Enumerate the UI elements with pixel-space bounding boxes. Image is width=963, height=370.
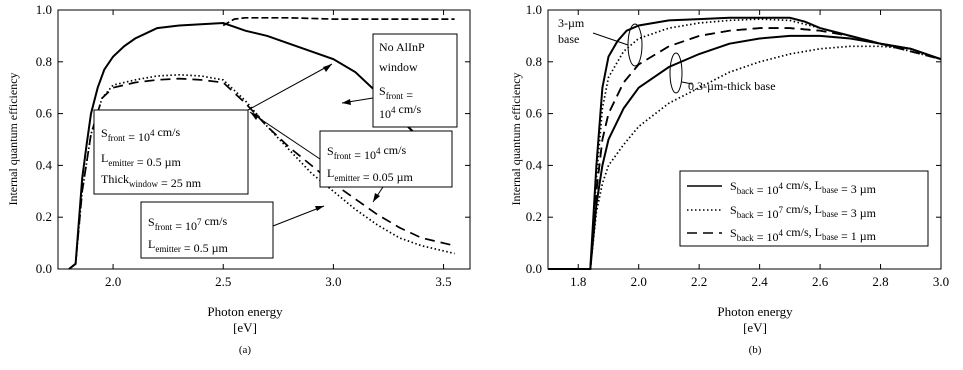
- arrow: [247, 63, 333, 111]
- legend-text: Sback = 104 cm/s, Lbase = 3 µm: [730, 178, 877, 197]
- series-line-solid: [589, 34, 942, 270]
- y-tick-label: 0.0: [36, 261, 52, 276]
- annotation-line: Sfront = 104 cm/s: [101, 125, 180, 144]
- y-tick-label: 0.2: [36, 209, 52, 224]
- arrow-head: [323, 64, 332, 72]
- x-tick-label: 2.8: [872, 274, 888, 289]
- x-tick-label: 2.0: [631, 274, 647, 289]
- x-tick-label: 1.8: [570, 274, 586, 289]
- y-tick-label: 1.0: [36, 2, 52, 17]
- panel-a-ylabel: Internal quantum efficiency: [6, 72, 20, 205]
- annotation-line: Thickwindow = 25 nm: [101, 172, 202, 190]
- arrow-head: [373, 193, 380, 202]
- annotation-line: Lemitter = 0.05 µm: [327, 166, 414, 184]
- annotation-line: Sfront = 104 cm/s: [327, 143, 406, 162]
- series-line-longdash: [589, 27, 942, 270]
- annotation-high-sfront: Sfront = 107 cm/s Lemitter = 0.5 µm: [140, 201, 274, 259]
- arrow-head: [342, 99, 351, 105]
- plot-panel-b: 1.8 2.0 2.2 2.4 2.6 2.8 3.0 0.0 0.2 0.4 0.6 0.8 1.0: [526, 2, 949, 289]
- series-line-dashed: [222, 16, 455, 27]
- annotation-thin-emitter: Sfront = 104 cm/s Lemitter = 0.05 µm: [319, 130, 453, 188]
- annotation-line: Sfront =: [379, 84, 413, 102]
- panel-b-ylabel: Internal quantum efficiency: [509, 72, 523, 205]
- annotation-arrows: [247, 63, 384, 227]
- annotation-box: [372, 33, 458, 128]
- annotation-ellipse-thin: [669, 52, 683, 94]
- x-tick-label: 3.0: [933, 274, 949, 289]
- annotation-line: 104 cm/s: [379, 102, 421, 121]
- y-tick-label: 0.2: [526, 209, 542, 224]
- panel-b-xlabel: Photon energy: [717, 304, 793, 319]
- y-tick-label: 0.6: [36, 106, 53, 121]
- series-line-dotted: [68, 73, 455, 270]
- y-tick-label: 0.8: [36, 54, 52, 69]
- plot-frame: [57, 9, 471, 270]
- arrow: [272, 205, 325, 227]
- annotation-line: No AlInP: [379, 40, 425, 54]
- legend-text: Sback = 104 cm/s, Lbase = 1 µm: [730, 225, 877, 244]
- annotation-line: Lemitter = 0.5 µm: [148, 237, 229, 255]
- y-tick-label: 0.0: [526, 261, 542, 276]
- panel-a-label: (a): [239, 344, 252, 356]
- x-tick-label: 3.5: [435, 274, 451, 289]
- y-tick-label: 0.6: [526, 106, 543, 121]
- arrow: [249, 111, 321, 160]
- annotation-3um-base: 3-µm: [558, 16, 585, 30]
- x-tick-label: 2.2: [691, 274, 707, 289]
- annotation-3um-base-2: base: [558, 32, 579, 46]
- annotation-ellipse-3um: [627, 23, 643, 67]
- y-tick-label: 0.4: [36, 157, 53, 172]
- series-line-dotted: [589, 18, 942, 270]
- annotation-leader: [592, 32, 629, 46]
- x-tick-label: 2.4: [751, 274, 768, 289]
- annotation-line: Sfront = 107 cm/s: [148, 214, 227, 233]
- panel-a-xlabel: Photon energy: [207, 304, 283, 319]
- annotation-line: window: [379, 60, 418, 74]
- annotation-line: Lemitter = 0.5 µm: [101, 151, 182, 169]
- arrow-head: [315, 206, 324, 211]
- y-tick-label: 0.4: [526, 157, 543, 172]
- annotation-box: [93, 109, 249, 195]
- legend: Sback = 104 cm/s, Lbase = 3 µm Sback = 1…: [679, 170, 929, 247]
- plot-panel-a: 2.0 2.5 3.0 3.5 0.0 0.2 0.4 0.6 0.8 1.0: [36, 2, 471, 289]
- y-tick-label: 1.0: [526, 2, 542, 17]
- arrow-heads: [250, 64, 380, 211]
- annotation-no-window: No AlInP window Sfront = 104 cm/s: [372, 33, 458, 128]
- plot-frame: [547, 9, 942, 270]
- annotation-leader: [681, 81, 693, 85]
- series-line-solid: [68, 21, 423, 270]
- x-tick-label: 2.0: [105, 274, 121, 289]
- x-tick-label: 2.6: [812, 274, 829, 289]
- series-line-dotted: [589, 45, 942, 270]
- y-tick-label: 0.8: [526, 54, 542, 69]
- x-tick-label: 2.5: [215, 274, 231, 289]
- panel-b-label: (b): [749, 344, 762, 356]
- arrow-head: [250, 112, 259, 120]
- x-tick-label: 3.0: [325, 274, 341, 289]
- panel-b-xunit: [eV]: [743, 320, 767, 335]
- legend-text: Sback = 107 cm/s, Lbase = 3 µm: [730, 202, 877, 221]
- annotation-thick-window: Sfront = 104 cm/s Lemitter = 0.5 µm Thic…: [93, 109, 249, 195]
- annotation-box: [140, 201, 274, 259]
- panel-a-xunit: [eV]: [233, 320, 257, 335]
- annotation-thin-base: 0.3-µm-thick base: [688, 79, 776, 93]
